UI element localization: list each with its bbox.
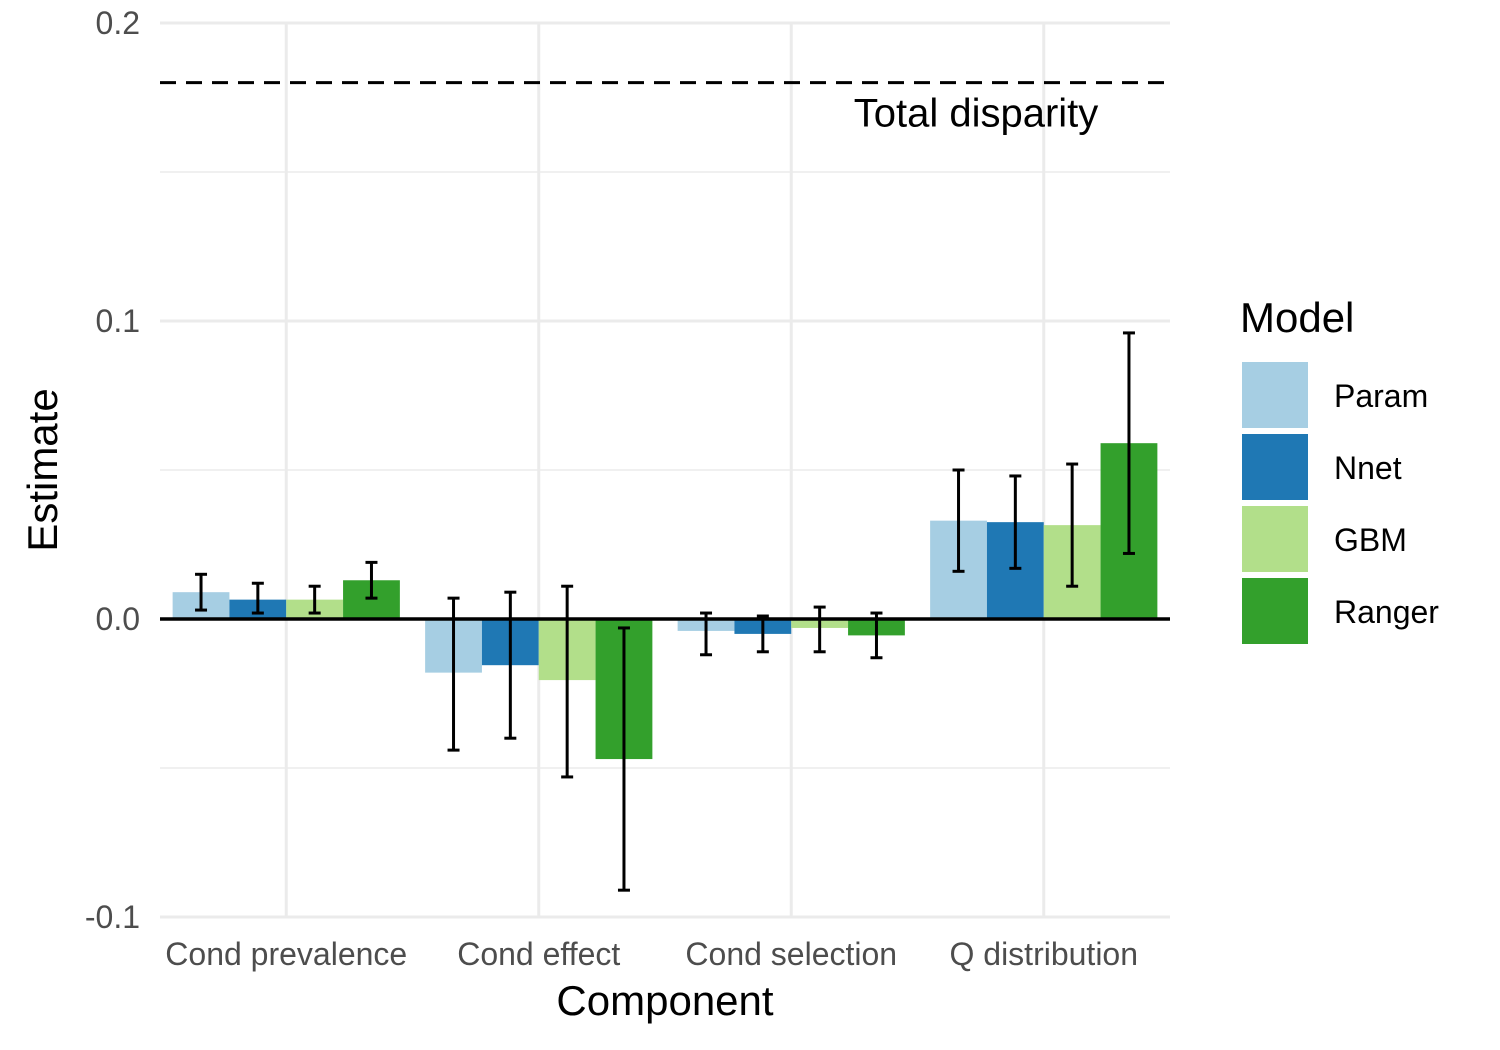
x-tick-label: Cond selection: [685, 936, 897, 972]
y-tick-label: 0.1: [96, 303, 140, 339]
y-tick-label: -0.1: [85, 899, 140, 935]
y-tick-label: 0.0: [96, 601, 140, 637]
legend: Model Param Nnet GBM Ranger: [1240, 294, 1439, 644]
x-axis-title: Component: [556, 977, 773, 1024]
legend-label-nnet: Nnet: [1334, 450, 1402, 486]
y-tick-label: 0.2: [96, 5, 140, 41]
y-tick-labels: -0.1 0.0 0.1 0.2: [85, 5, 140, 935]
legend-label-ranger: Ranger: [1334, 594, 1439, 630]
x-tick-label: Cond prevalence: [165, 936, 407, 972]
legend-key-ranger: [1242, 578, 1308, 644]
legend-key-gbm: [1242, 506, 1308, 572]
legend-label-param: Param: [1334, 378, 1428, 414]
x-tick-label: Cond effect: [457, 936, 620, 972]
y-axis-title: Estimate: [19, 388, 66, 551]
legend-key-nnet: [1242, 434, 1308, 500]
legend-label-gbm: GBM: [1334, 522, 1407, 558]
legend-key-param: [1242, 362, 1308, 428]
grid-lines: [160, 21, 1170, 919]
bars: [172, 443, 1158, 760]
total-disparity-label: Total disparity: [854, 92, 1099, 136]
x-tick-labels: Cond prevalence Cond effect Cond selection…: [165, 936, 1138, 972]
x-tick-label: Q distribution: [949, 936, 1138, 972]
error-bars: [195, 331, 1135, 892]
legend-title: Model: [1240, 294, 1354, 341]
